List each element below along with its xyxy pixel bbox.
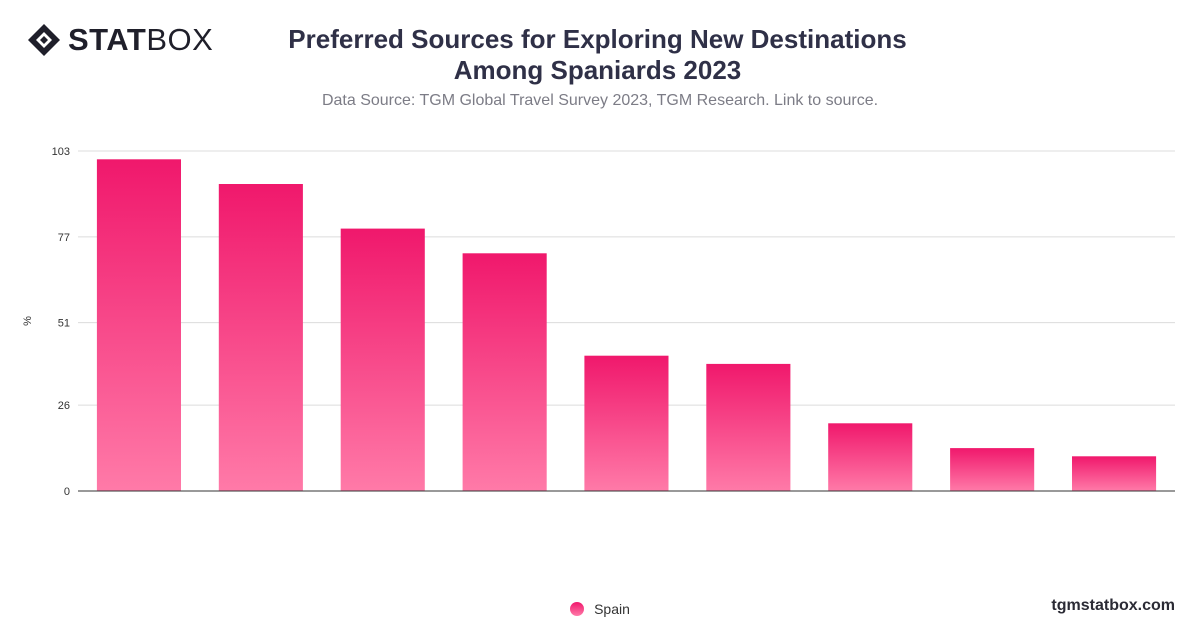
y-axis-label: % <box>22 316 34 326</box>
y-tick-label: 26 <box>58 400 70 412</box>
bar-1[interactable] <box>96 159 181 492</box>
y-tick-label: 0 <box>64 486 70 498</box>
chart-title: Preferred Sources for Exploring New Dest… <box>288 24 907 85</box>
footer-site[interactable]: tgmstatbox.com <box>1051 597 1175 614</box>
statbox-logo: STATBOX <box>26 22 213 58</box>
legend[interactable]: Spain <box>0 601 1200 617</box>
y-tick-label: 77 <box>58 232 70 244</box>
y-tick-label: 51 <box>58 318 70 330</box>
bar-2[interactable] <box>218 184 303 491</box>
bar-8[interactable] <box>950 448 1035 491</box>
legend-label-spain: Spain <box>594 601 630 617</box>
bar-3[interactable] <box>340 228 425 491</box>
bar-4[interactable] <box>462 253 547 491</box>
bar-5[interactable] <box>584 355 669 491</box>
bar-7[interactable] <box>828 423 913 491</box>
statbox-logo-icon <box>28 24 60 56</box>
legend-swatch-spain <box>570 602 585 616</box>
axes: 0 26 51 77 103% <box>22 146 1175 498</box>
bar-6[interactable] <box>706 363 791 491</box>
brand-name: STATBOX <box>68 22 214 57</box>
bar-9[interactable] <box>1072 456 1157 491</box>
y-tick-label: 103 <box>52 146 70 158</box>
bars <box>96 159 1157 492</box>
chart-subtitle[interactable]: Data Source: TGM Global Travel Survey 20… <box>321 92 879 109</box>
